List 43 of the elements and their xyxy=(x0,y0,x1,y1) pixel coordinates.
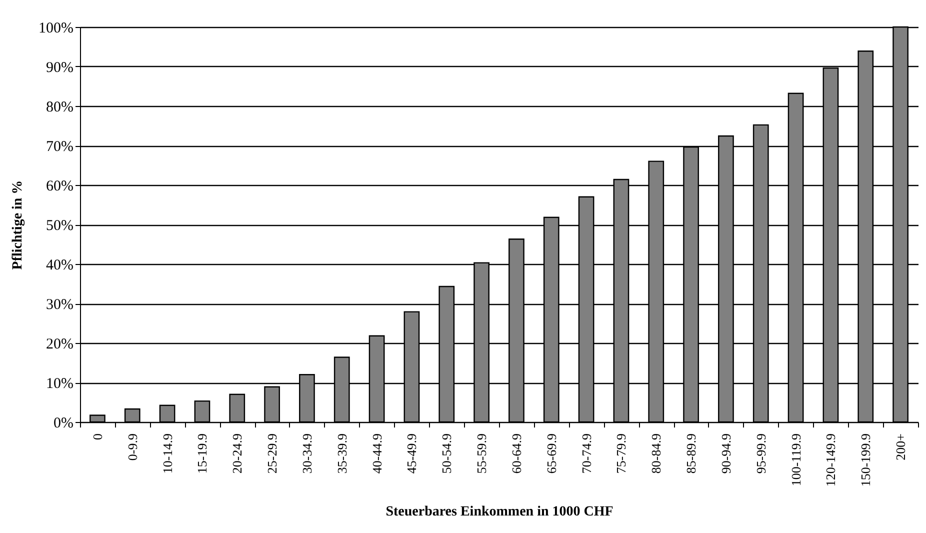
x-tick-label: 40-44.9 xyxy=(369,434,384,474)
x-tick-label: 25-29.9 xyxy=(264,434,280,474)
bar xyxy=(124,408,140,423)
x-tick-label: 20-24.9 xyxy=(230,434,245,474)
y-tick-label: 80% xyxy=(46,100,74,116)
y-tick-label: 50% xyxy=(46,218,74,234)
bar xyxy=(229,394,246,423)
x-tick-label: 150-199.9 xyxy=(858,434,874,487)
x-tick-label: 95-99.9 xyxy=(753,434,768,474)
y-tick-label: 70% xyxy=(46,139,74,155)
y-tick-label: 40% xyxy=(46,258,74,274)
x-tick-label: 15-19.9 xyxy=(194,434,210,474)
x-tick-label: 85-89.9 xyxy=(684,434,699,474)
y-tick-label: 0% xyxy=(54,416,74,432)
y-axis-title: Pflichtige in % xyxy=(10,180,26,270)
x-tick-label: 30-34.9 xyxy=(299,434,314,474)
x-tick-label: 10-14.9 xyxy=(160,434,175,474)
bar xyxy=(159,404,176,423)
x-tick-label: 65-69.9 xyxy=(544,434,559,474)
bar xyxy=(264,386,280,423)
bar xyxy=(194,400,210,423)
x-tick-label: 55-59.9 xyxy=(474,434,490,474)
x-tick-label: 80-84.9 xyxy=(648,434,664,474)
x-tick-label: 45-49.9 xyxy=(404,434,420,474)
bar xyxy=(90,414,106,423)
x-tick-label: 60-64.9 xyxy=(508,434,524,474)
x-tick-label: 50-54.9 xyxy=(439,434,454,474)
x-tick-label: 0-9.9 xyxy=(124,434,140,461)
x-tick-label: 0 xyxy=(90,434,105,440)
y-tick-label: 20% xyxy=(46,336,74,352)
y-tick-label: 90% xyxy=(46,60,74,76)
x-tick-label: 120-149.9 xyxy=(823,434,838,487)
x-tick-label: 100-119.9 xyxy=(788,434,804,486)
x-tick-label: 35-39.9 xyxy=(334,434,350,474)
x-tick-label: 70-74.9 xyxy=(578,434,594,474)
y-tick-label: 10% xyxy=(46,376,74,392)
x-tick-label: 90-94.9 xyxy=(718,434,734,474)
y-tick-label: 60% xyxy=(46,178,74,194)
y-tick-label: 30% xyxy=(46,297,74,313)
x-axis-title: Steuerbares Einkommen in 1000 CHF xyxy=(386,504,614,520)
x-tick-label: 75-79.9 xyxy=(614,434,629,474)
x-tick-label: 200+ xyxy=(893,434,908,460)
y-tick-label: 100% xyxy=(38,20,74,36)
